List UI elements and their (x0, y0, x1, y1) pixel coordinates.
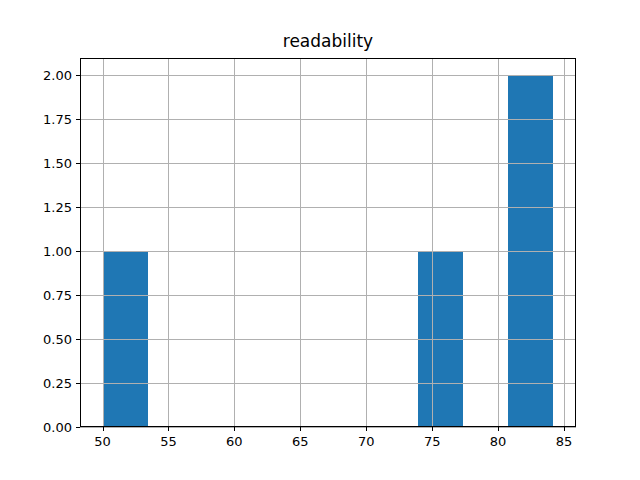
gridline-vertical (564, 58, 565, 428)
x-tick-mark (103, 427, 104, 431)
x-tick-mark (498, 427, 499, 431)
x-tick-label: 75 (424, 434, 441, 449)
x-tick-label: 60 (226, 434, 243, 449)
y-tick-mark (76, 163, 80, 164)
y-tick-label: 0.50 (43, 332, 72, 347)
y-tick-label: 1.00 (43, 244, 72, 259)
x-tick-mark (366, 427, 367, 431)
x-tick-label: 65 (292, 434, 309, 449)
y-tick-label: 2.00 (43, 68, 72, 83)
axes-border (80, 58, 576, 428)
y-tick-label: 1.25 (43, 200, 72, 215)
y-tick-mark (76, 295, 80, 296)
y-tick-mark (76, 383, 80, 384)
gridline-vertical (234, 58, 235, 428)
gridline-horizontal (80, 427, 576, 428)
x-tick-label: 50 (94, 434, 111, 449)
gridline-horizontal (80, 163, 576, 164)
gridline-horizontal (80, 339, 576, 340)
x-tick-label: 80 (490, 434, 507, 449)
gridline-vertical (498, 58, 499, 428)
gridline-horizontal (80, 75, 576, 76)
gridline-vertical (103, 58, 104, 428)
x-tick-label: 70 (358, 434, 375, 449)
y-tick-mark (76, 339, 80, 340)
y-tick-mark (76, 427, 80, 428)
x-tick-mark (432, 427, 433, 431)
gridline-horizontal (80, 295, 576, 296)
gridline-horizontal (80, 119, 576, 120)
y-tick-label: 0.25 (43, 376, 72, 391)
plot-area: 50556065707580850.000.250.500.751.001.25… (80, 58, 576, 428)
x-tick-mark (168, 427, 169, 431)
x-tick-mark (564, 427, 565, 431)
y-tick-mark (76, 119, 80, 120)
gridline-vertical (168, 58, 169, 428)
y-tick-mark (76, 251, 80, 252)
y-tick-label: 0.75 (43, 288, 72, 303)
y-tick-mark (76, 75, 80, 76)
x-tick-label: 55 (160, 434, 177, 449)
chart-title: readability (80, 31, 576, 51)
y-tick-label: 1.50 (43, 156, 72, 171)
gridline-horizontal (80, 383, 576, 384)
y-tick-label: 0.00 (43, 420, 72, 435)
gridline-vertical (366, 58, 367, 428)
x-tick-mark (234, 427, 235, 431)
y-tick-mark (76, 207, 80, 208)
gridline-horizontal (80, 251, 576, 252)
y-tick-label: 1.75 (43, 112, 72, 127)
x-tick-mark (300, 427, 301, 431)
x-tick-label: 85 (556, 434, 573, 449)
gridline-vertical (432, 58, 433, 428)
gridline-horizontal (80, 207, 576, 208)
figure-canvas: readability 50556065707580850.000.250.50… (0, 0, 640, 480)
gridline-vertical (300, 58, 301, 428)
